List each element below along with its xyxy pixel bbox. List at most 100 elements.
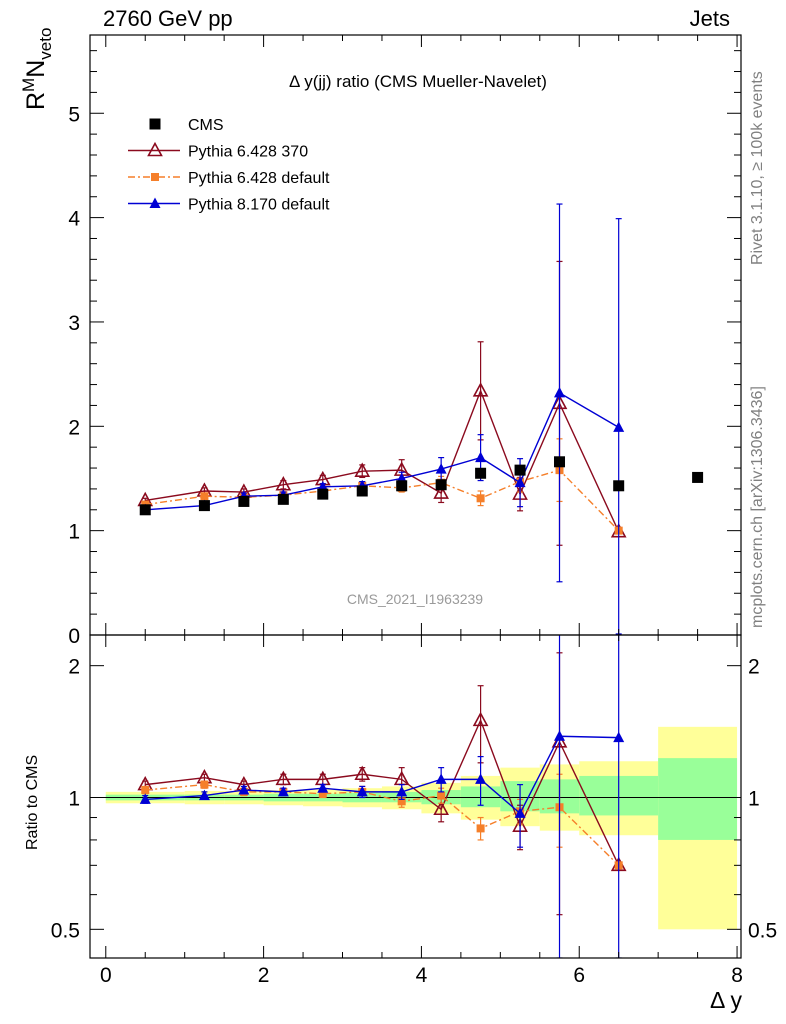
x-tick-label: 6 xyxy=(573,964,585,987)
data-point xyxy=(554,456,566,468)
ratio-data-point xyxy=(317,782,329,793)
main-panel-series xyxy=(137,203,704,635)
ratio-data-point xyxy=(277,785,289,797)
data-point xyxy=(317,488,329,500)
legend-entry: Pythia 8.170 default xyxy=(128,197,330,214)
series-line xyxy=(145,391,620,511)
ratio-y-axis-label: Ratio to CMS xyxy=(24,755,41,850)
legend-label: Pythia 8.170 default xyxy=(188,197,330,214)
legend-entry: CMS xyxy=(149,117,224,134)
y-tick-label: 2 xyxy=(68,416,80,439)
data-point xyxy=(613,480,625,492)
ratio-panel-series xyxy=(137,635,627,958)
legend-marker xyxy=(149,118,161,130)
data-point xyxy=(613,421,625,432)
ratio-tick-label-right: 0.5 xyxy=(748,919,777,942)
plot-frames xyxy=(89,34,742,959)
axis-labels: Δ y(jj) ratio (CMS Mueller-Navelet) RMNv… xyxy=(19,28,766,1013)
x-tick-label: 2 xyxy=(258,964,270,987)
data-point xyxy=(356,485,368,497)
x-tick-label: 4 xyxy=(416,964,428,987)
series-line xyxy=(145,388,620,532)
data-point xyxy=(435,463,447,474)
data-point xyxy=(277,493,289,505)
data-point xyxy=(435,479,447,491)
ratio-plot-frame xyxy=(89,634,742,959)
data-series xyxy=(137,203,704,958)
y-tick-label: 3 xyxy=(68,312,80,335)
legend-label: Pythia 6.428 370 xyxy=(188,144,308,161)
data-point xyxy=(692,471,704,483)
ratio-data-point xyxy=(238,784,250,795)
data-point xyxy=(354,462,371,477)
ratio-data-point xyxy=(472,711,489,727)
ratio-data-point xyxy=(198,789,210,801)
y-tick-label: 4 xyxy=(68,208,80,231)
legend-label: CMS xyxy=(188,117,224,134)
data-point xyxy=(200,492,209,501)
series-0 xyxy=(139,456,704,516)
data-point xyxy=(476,494,485,503)
ratio-series-3 xyxy=(139,635,625,958)
data-point xyxy=(514,464,526,476)
x-tick-label: 8 xyxy=(731,964,743,987)
x-tick-label: 0 xyxy=(100,964,112,987)
legend-marker xyxy=(149,197,161,208)
ratio-data-point xyxy=(433,800,449,816)
y-tick-label: 0 xyxy=(68,625,80,648)
ratio-data-point xyxy=(514,807,526,818)
legend: CMS Pythia 6.428 370 Pythia 6.428 default P… xyxy=(128,117,330,214)
ratio-tick-label-left: 1 xyxy=(68,787,80,810)
legend-label: Pythia 6.428 default xyxy=(188,170,330,187)
uncertainty-bands xyxy=(105,726,738,930)
mcplots-reference-label: mcplots.cern.ch [arXiv:1306.3436] xyxy=(749,386,766,628)
series-1 xyxy=(137,260,627,546)
series-line xyxy=(145,469,620,532)
data-point xyxy=(472,382,489,397)
stat-uncertainty-band xyxy=(658,758,738,840)
legend-entry: Pythia 6.428 370 xyxy=(128,141,308,161)
series-2 xyxy=(141,438,623,535)
ratio-tick-label-left: 0.5 xyxy=(51,919,80,942)
series-3 xyxy=(139,203,625,635)
data-point xyxy=(238,495,250,507)
data-point xyxy=(475,451,487,463)
ratio-data-point xyxy=(397,797,406,806)
legend-marker xyxy=(147,141,163,157)
data-point xyxy=(198,500,210,512)
y-tick-label: 1 xyxy=(68,521,80,544)
ratio-data-point xyxy=(200,780,209,789)
y-axis-label: RMNveto xyxy=(19,28,55,110)
ratio-data-point xyxy=(141,786,150,795)
chart-title: Δ y(jj) ratio (CMS Mueller-Navelet) xyxy=(289,72,547,91)
data-point xyxy=(475,467,487,479)
y-tick-label: 5 xyxy=(68,103,80,126)
ratio-tick-label-right: 2 xyxy=(748,656,760,679)
data-point xyxy=(396,480,408,492)
ratio-data-point xyxy=(475,773,487,784)
ratio-data-point xyxy=(435,773,447,784)
ratio-data-point xyxy=(613,731,625,743)
rivet-version-label: Rivet 3.1.10, ≥ 100k events xyxy=(749,71,766,265)
axis-ticks: 0 2 4 6 8 0 1 2 3 4 5 0.5 0.5 1 1 2 2 xyxy=(51,35,777,987)
ratio-data-point xyxy=(396,785,408,797)
ratio-series-line xyxy=(145,735,619,815)
data-point xyxy=(514,476,526,488)
data-point xyxy=(554,386,566,398)
data-point xyxy=(433,484,449,499)
ratio-tick-label-right: 1 xyxy=(748,787,760,810)
legend-entry: Pythia 6.428 default xyxy=(128,170,330,187)
ratio-data-point xyxy=(476,824,485,833)
legend-marker xyxy=(151,173,159,181)
ratio-data-point xyxy=(554,730,566,741)
ratio-data-point xyxy=(356,785,368,797)
ratio-data-point xyxy=(275,770,292,786)
ratio-data-point xyxy=(318,789,327,798)
ratio-data-point xyxy=(354,765,371,781)
header-process-label: Jets xyxy=(689,6,730,31)
ratio-data-point xyxy=(437,791,446,800)
ratio-tick-label-left: 2 xyxy=(68,656,80,679)
data-point xyxy=(139,504,151,516)
ratio-data-point xyxy=(139,793,151,804)
